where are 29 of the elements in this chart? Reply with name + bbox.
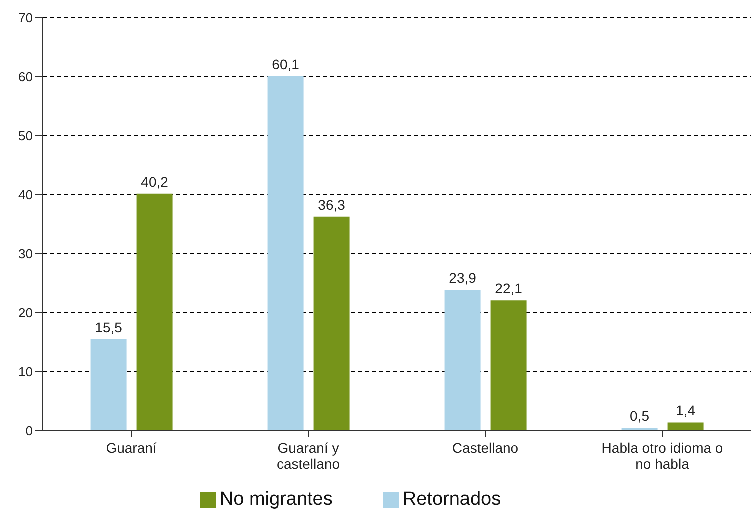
x-tick-label: Castellano: [452, 440, 519, 456]
data-label: 23,9: [449, 270, 477, 286]
data-label: 0,5: [630, 408, 650, 424]
bar: [90, 340, 127, 431]
bar: [314, 216, 350, 431]
y-tick-label: 10: [18, 364, 33, 380]
data-label: 36,3: [318, 196, 346, 213]
data-label: 1,4: [676, 402, 696, 419]
bar: [136, 194, 173, 431]
data-label: 22,1: [495, 280, 523, 297]
x-tick-label: Guaraní: [106, 440, 157, 456]
x-tick-label: Habla otro idioma o no habla: [602, 440, 724, 472]
y-tick-label: 50: [18, 128, 33, 144]
bar: [444, 290, 481, 431]
y-tick-label: 40: [18, 188, 33, 203]
y-tick-label: 0: [26, 424, 33, 439]
y-tick-label: 20: [18, 306, 33, 321]
bar: [668, 422, 704, 431]
legend-label: No migrantes: [220, 489, 333, 510]
bar: [268, 76, 304, 431]
y-tick-label: 60: [18, 70, 33, 85]
legend-label: Retornados: [402, 489, 502, 510]
data-label: 40,2: [141, 174, 169, 190]
data-label: 15,5: [95, 320, 123, 336]
data-label: 60,1: [272, 56, 300, 72]
y-tick-label: 30: [18, 246, 33, 262]
y-tick-label: 70: [18, 10, 33, 26]
bar: [490, 300, 527, 431]
x-tick-label: Guaraní y castellano: [276, 440, 340, 472]
